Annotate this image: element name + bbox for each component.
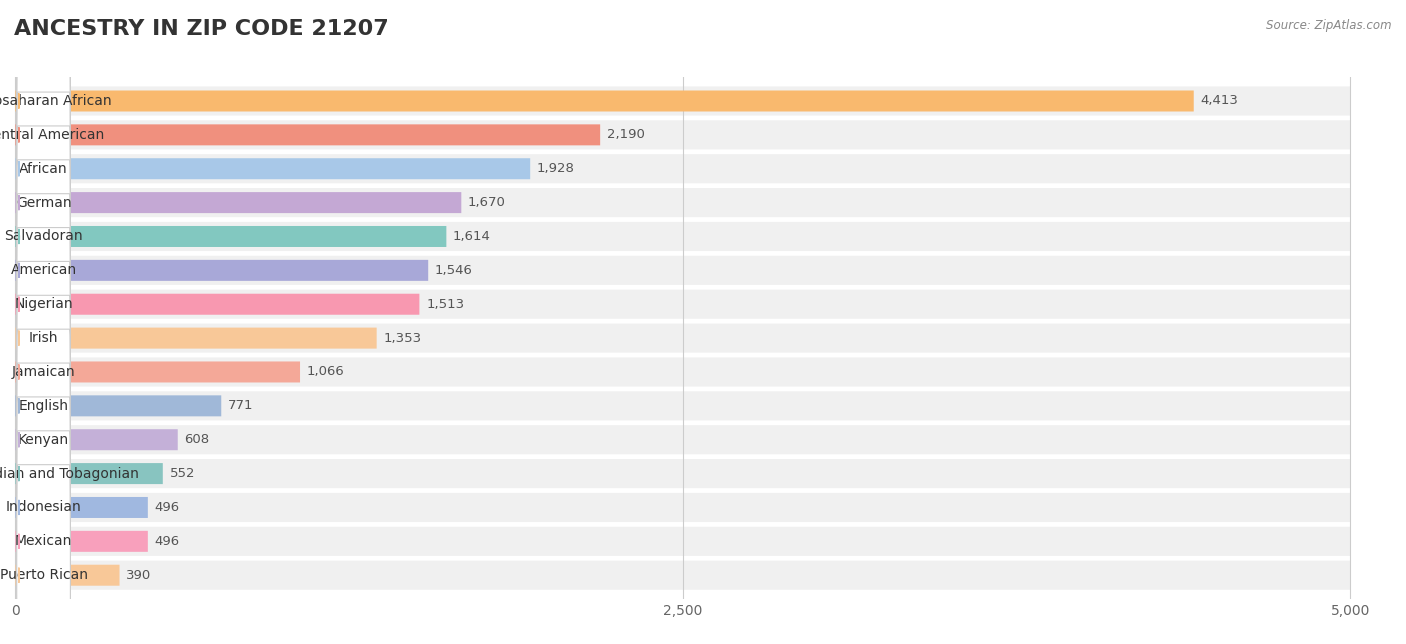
FancyBboxPatch shape [15, 561, 1351, 590]
Text: 1,928: 1,928 [537, 162, 575, 175]
FancyBboxPatch shape [15, 222, 1351, 251]
Text: 1,614: 1,614 [453, 230, 491, 243]
FancyBboxPatch shape [17, 0, 70, 211]
FancyBboxPatch shape [17, 397, 70, 618]
FancyBboxPatch shape [17, 92, 70, 313]
FancyBboxPatch shape [15, 361, 299, 383]
FancyBboxPatch shape [17, 296, 70, 516]
Text: Puerto Rican: Puerto Rican [0, 568, 87, 582]
Text: 1,670: 1,670 [468, 196, 506, 209]
FancyBboxPatch shape [15, 392, 1351, 421]
FancyBboxPatch shape [15, 158, 530, 179]
Text: Jamaican: Jamaican [11, 365, 76, 379]
FancyBboxPatch shape [15, 395, 221, 416]
FancyBboxPatch shape [15, 260, 429, 281]
FancyBboxPatch shape [15, 154, 1351, 184]
FancyBboxPatch shape [15, 256, 1351, 285]
Text: Source: ZipAtlas.com: Source: ZipAtlas.com [1267, 19, 1392, 32]
FancyBboxPatch shape [17, 261, 70, 482]
Text: 4,413: 4,413 [1201, 95, 1239, 108]
FancyBboxPatch shape [15, 323, 1351, 353]
Text: Nigerian: Nigerian [14, 298, 73, 311]
FancyBboxPatch shape [15, 429, 177, 450]
Text: 2,190: 2,190 [607, 128, 645, 142]
Text: Indonesian: Indonesian [6, 500, 82, 515]
Text: African: African [20, 162, 67, 176]
Text: German: German [15, 196, 72, 209]
FancyBboxPatch shape [17, 465, 70, 644]
FancyBboxPatch shape [15, 86, 1351, 115]
FancyBboxPatch shape [17, 194, 70, 415]
Text: American: American [10, 263, 77, 278]
FancyBboxPatch shape [17, 126, 70, 347]
FancyBboxPatch shape [17, 329, 70, 550]
Text: 1,066: 1,066 [307, 366, 344, 379]
Text: Subsaharan African: Subsaharan African [0, 94, 111, 108]
FancyBboxPatch shape [15, 294, 419, 315]
FancyBboxPatch shape [15, 290, 1351, 319]
FancyBboxPatch shape [15, 565, 120, 585]
Text: 1,353: 1,353 [384, 332, 422, 345]
FancyBboxPatch shape [15, 357, 1351, 386]
FancyBboxPatch shape [15, 124, 600, 146]
FancyBboxPatch shape [17, 363, 70, 584]
FancyBboxPatch shape [15, 226, 446, 247]
FancyBboxPatch shape [15, 328, 377, 348]
FancyBboxPatch shape [15, 493, 1351, 522]
FancyBboxPatch shape [15, 497, 148, 518]
FancyBboxPatch shape [17, 431, 70, 644]
FancyBboxPatch shape [15, 91, 1194, 111]
Text: Kenyan: Kenyan [18, 433, 69, 447]
FancyBboxPatch shape [17, 58, 70, 279]
Text: ANCESTRY IN ZIP CODE 21207: ANCESTRY IN ZIP CODE 21207 [14, 19, 389, 39]
Text: 496: 496 [155, 501, 180, 514]
Text: 390: 390 [127, 569, 152, 582]
FancyBboxPatch shape [15, 527, 1351, 556]
Text: Mexican: Mexican [15, 535, 72, 548]
FancyBboxPatch shape [17, 160, 70, 381]
FancyBboxPatch shape [15, 459, 1351, 488]
Text: English: English [18, 399, 69, 413]
Text: 1,513: 1,513 [426, 298, 464, 310]
Text: Trinidadian and Tobagonian: Trinidadian and Tobagonian [0, 467, 139, 480]
FancyBboxPatch shape [15, 463, 163, 484]
FancyBboxPatch shape [15, 192, 461, 213]
FancyBboxPatch shape [15, 531, 148, 552]
FancyBboxPatch shape [15, 188, 1351, 217]
FancyBboxPatch shape [15, 120, 1351, 149]
Text: 608: 608 [184, 433, 209, 446]
Text: Irish: Irish [28, 331, 58, 345]
Text: 771: 771 [228, 399, 253, 412]
Text: 552: 552 [170, 467, 195, 480]
Text: Salvadoran: Salvadoran [4, 229, 83, 243]
FancyBboxPatch shape [17, 227, 70, 449]
Text: 1,546: 1,546 [434, 264, 472, 277]
FancyBboxPatch shape [17, 24, 70, 245]
Text: 496: 496 [155, 535, 180, 548]
FancyBboxPatch shape [15, 425, 1351, 454]
Text: Central American: Central American [0, 128, 104, 142]
